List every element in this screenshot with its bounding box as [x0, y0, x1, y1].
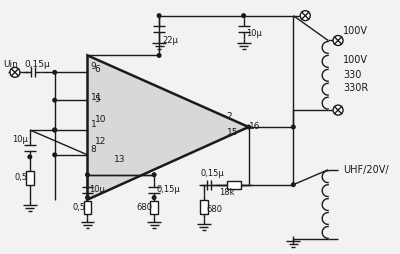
Text: 10: 10 — [94, 115, 106, 124]
Polygon shape — [88, 55, 248, 200]
Text: 330: 330 — [343, 70, 362, 80]
Bar — [26, 171, 34, 185]
Circle shape — [300, 11, 310, 21]
Text: 0,15µ: 0,15µ — [156, 185, 180, 194]
Circle shape — [86, 196, 89, 199]
Text: 10µ: 10µ — [246, 28, 262, 38]
Circle shape — [292, 183, 295, 186]
Text: Uin: Uin — [3, 60, 18, 69]
Text: 11: 11 — [90, 93, 102, 102]
Text: 1: 1 — [90, 120, 96, 129]
Text: 0,15µ: 0,15µ — [201, 169, 225, 178]
Circle shape — [292, 125, 295, 129]
Text: 0,5: 0,5 — [72, 203, 86, 212]
Circle shape — [333, 105, 343, 115]
Bar — [200, 200, 208, 214]
Text: 680: 680 — [207, 205, 223, 214]
Circle shape — [152, 173, 156, 177]
Text: 6: 6 — [94, 65, 100, 74]
Text: 18k: 18k — [219, 188, 234, 197]
Text: 8: 8 — [90, 145, 96, 154]
Text: 680: 680 — [136, 203, 152, 212]
Text: 5: 5 — [94, 95, 100, 104]
Circle shape — [53, 98, 56, 102]
Circle shape — [53, 128, 56, 132]
Text: 2: 2 — [227, 112, 232, 121]
Bar — [227, 181, 241, 189]
Bar — [150, 201, 158, 214]
Circle shape — [86, 173, 89, 177]
Circle shape — [10, 67, 20, 77]
Text: 330R: 330R — [343, 83, 368, 93]
Text: 100V: 100V — [343, 55, 368, 66]
Text: 12: 12 — [94, 137, 106, 146]
Text: 13: 13 — [114, 155, 126, 164]
Circle shape — [28, 155, 32, 158]
Text: 15: 15 — [227, 128, 238, 137]
Text: 22µ: 22µ — [162, 36, 178, 44]
Circle shape — [152, 196, 156, 199]
Text: 10µ: 10µ — [12, 135, 28, 144]
Circle shape — [53, 128, 56, 132]
Circle shape — [333, 36, 343, 45]
Text: 100V: 100V — [343, 26, 368, 36]
Text: 16: 16 — [248, 122, 260, 131]
Text: 0,15µ: 0,15µ — [25, 60, 51, 69]
Circle shape — [157, 54, 161, 57]
Circle shape — [247, 125, 250, 129]
Circle shape — [53, 153, 56, 157]
Circle shape — [157, 14, 161, 18]
Circle shape — [242, 14, 245, 18]
Circle shape — [53, 71, 56, 74]
Bar — [84, 201, 92, 214]
Text: 9: 9 — [90, 62, 96, 71]
Text: UHF/20V/: UHF/20V/ — [343, 165, 389, 175]
Text: 0,5: 0,5 — [15, 173, 28, 182]
Text: 10µ: 10µ — [90, 185, 105, 194]
